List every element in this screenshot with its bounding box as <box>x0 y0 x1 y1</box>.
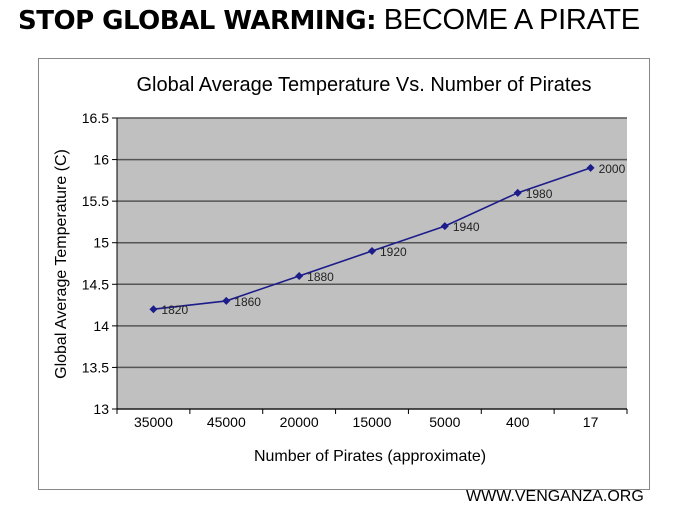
plot-area <box>117 118 627 409</box>
data-point <box>222 296 231 305</box>
data-point <box>368 247 376 256</box>
data-label: 1920 <box>380 245 407 259</box>
x-tick-label: 15000 <box>353 414 392 430</box>
data-point <box>149 305 158 314</box>
footer-url: WWW.VENGANZA.ORG <box>466 488 644 505</box>
chart-frame <box>38 58 650 490</box>
x-tick-label: 400 <box>506 414 530 430</box>
y-tick-label: 16 <box>93 152 109 168</box>
y-tick-label: 14.5 <box>82 276 109 292</box>
y-tick-label: 13 <box>93 401 109 417</box>
y-tick-label: 14 <box>93 318 109 334</box>
data-point <box>513 188 522 197</box>
y-tick-label: 15.5 <box>82 193 109 209</box>
data-label: 1860 <box>234 295 261 309</box>
y-tick-label: 13.5 <box>82 359 109 375</box>
headline: STOP GLOBAL WARMING: BECOME A PIRATE <box>18 4 640 37</box>
headline-bold: STOP GLOBAL WARMING: <box>18 6 377 36</box>
x-tick-label: 45000 <box>207 414 246 430</box>
y-axis-label: Global Average Temperature (C) <box>53 149 70 379</box>
data-label: 2000 <box>599 162 626 176</box>
data-point <box>586 163 595 172</box>
data-point <box>295 271 304 280</box>
x-axis-label: Number of Pirates (approximate) <box>254 448 486 465</box>
data-label: 1820 <box>161 303 188 317</box>
x-tick-label: 20000 <box>280 414 319 430</box>
x-tick-label: 5000 <box>429 414 460 430</box>
y-tick-label: 15 <box>93 235 109 251</box>
data-label: 1940 <box>453 220 480 234</box>
x-tick-label: 35000 <box>134 414 173 430</box>
headline-normal: BECOME A PIRATE <box>383 4 640 36</box>
y-tick-label: 16.5 <box>82 110 109 126</box>
x-tick-label: 17 <box>583 414 599 430</box>
data-label: 1880 <box>307 270 334 284</box>
data-label: 1980 <box>526 187 553 201</box>
chart-title: Global Average Temperature Vs. Number of… <box>136 74 591 96</box>
data-point <box>440 222 449 231</box>
